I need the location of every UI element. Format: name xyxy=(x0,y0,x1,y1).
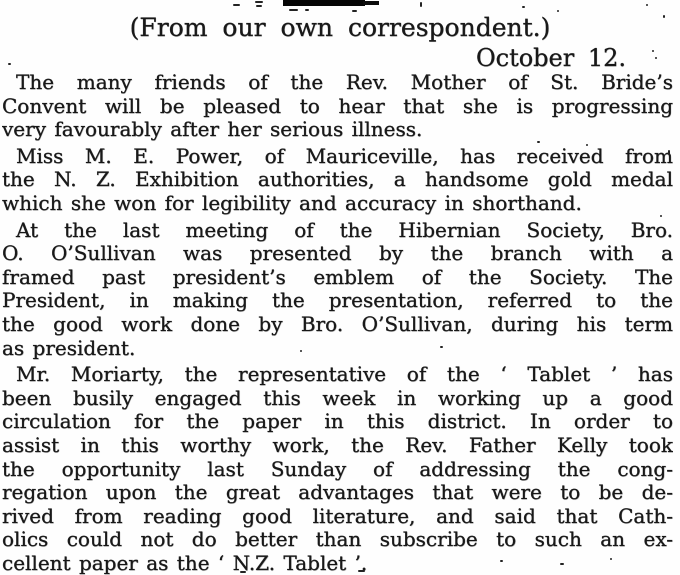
text-line: Mr. Moriarty, the representative of the … xyxy=(16,363,673,387)
byline: (From our own correspondent.) xyxy=(129,13,551,42)
ink-speck xyxy=(537,141,540,143)
ink-speck xyxy=(663,15,665,18)
ink-speck xyxy=(440,346,443,348)
ink-speck xyxy=(660,215,662,217)
text-line: At the last meeting of the Hibernian Soc… xyxy=(16,218,673,242)
text-line: O. O’Sullivan was presented by the branc… xyxy=(2,242,673,266)
ink-speck xyxy=(240,571,246,573)
ink-speck xyxy=(646,4,648,6)
ink-speck xyxy=(522,6,525,8)
text-line: regation upon the great advantages that … xyxy=(2,481,673,505)
text-line: olics could not do better than subscribe… xyxy=(2,528,673,552)
text-line: rived from reading good literature, and … xyxy=(2,504,673,528)
text-line: been busily engaged this week in working… xyxy=(2,386,673,410)
ink-speck xyxy=(256,5,262,7)
ink-speck xyxy=(8,63,11,65)
ink-speck xyxy=(668,150,670,155)
paragraph: At the last meeting of the Hibernian Soc… xyxy=(2,219,673,361)
text-line: Miss M. E. Power, of Mauriceville, has r… xyxy=(16,144,673,168)
text-line: the N. Z. Exhibition authorities, a hand… xyxy=(2,168,673,192)
text-line: cellent paper as the ‘ N.Z. Tablet ’. xyxy=(2,551,368,575)
text-line: circulation for the paper in this distri… xyxy=(2,410,673,434)
text-line: President, in making the presentation, r… xyxy=(2,289,673,313)
ink-speck xyxy=(560,563,564,565)
text-line: as president. xyxy=(2,336,136,360)
ink-speck xyxy=(305,9,309,11)
ink-speck xyxy=(655,57,657,59)
ink-speck xyxy=(352,10,357,12)
text-line: which she won for legibility and accurac… xyxy=(2,191,582,215)
text-line: Convent will be pleased to hear that she… xyxy=(2,94,673,118)
ink-speck xyxy=(610,558,612,560)
ink-speck xyxy=(233,4,240,6)
text-line: The many friends of the Rev. Mother of S… xyxy=(16,71,673,94)
ink-speck xyxy=(255,1,263,3)
dateline: October 12. xyxy=(475,44,626,72)
ink-speck xyxy=(557,10,559,12)
paragraph: Miss M. E. Power, of Mauriceville, has r… xyxy=(2,145,673,216)
text-line: the opportunity last Sunday of addressin… xyxy=(2,457,673,481)
text-line: framed past president’s emblem of the So… xyxy=(2,265,673,289)
redacted-headline-bar-edge xyxy=(363,1,379,5)
text-line: the good work done by Bro. O’Sullivan, d… xyxy=(2,312,673,336)
ink-speck xyxy=(300,350,302,352)
ink-speck xyxy=(586,144,588,146)
paragraph: Mr. Moriarty, the representative of the … xyxy=(2,363,673,575)
ink-speck xyxy=(500,560,503,562)
ink-speck xyxy=(420,2,422,7)
redacted-headline-bar xyxy=(283,0,365,6)
ink-speck xyxy=(652,50,654,52)
text-line: assist in this worthy work, the Rev. Fat… xyxy=(2,433,673,457)
ink-speck xyxy=(289,9,298,11)
article-body: The many friends of the Rev. Mother of S… xyxy=(2,71,673,575)
ink-speck xyxy=(358,570,365,572)
paragraph: The many friends of the Rev. Mother of S… xyxy=(2,71,673,142)
text-line: very favourably after her serious illnes… xyxy=(2,118,423,142)
